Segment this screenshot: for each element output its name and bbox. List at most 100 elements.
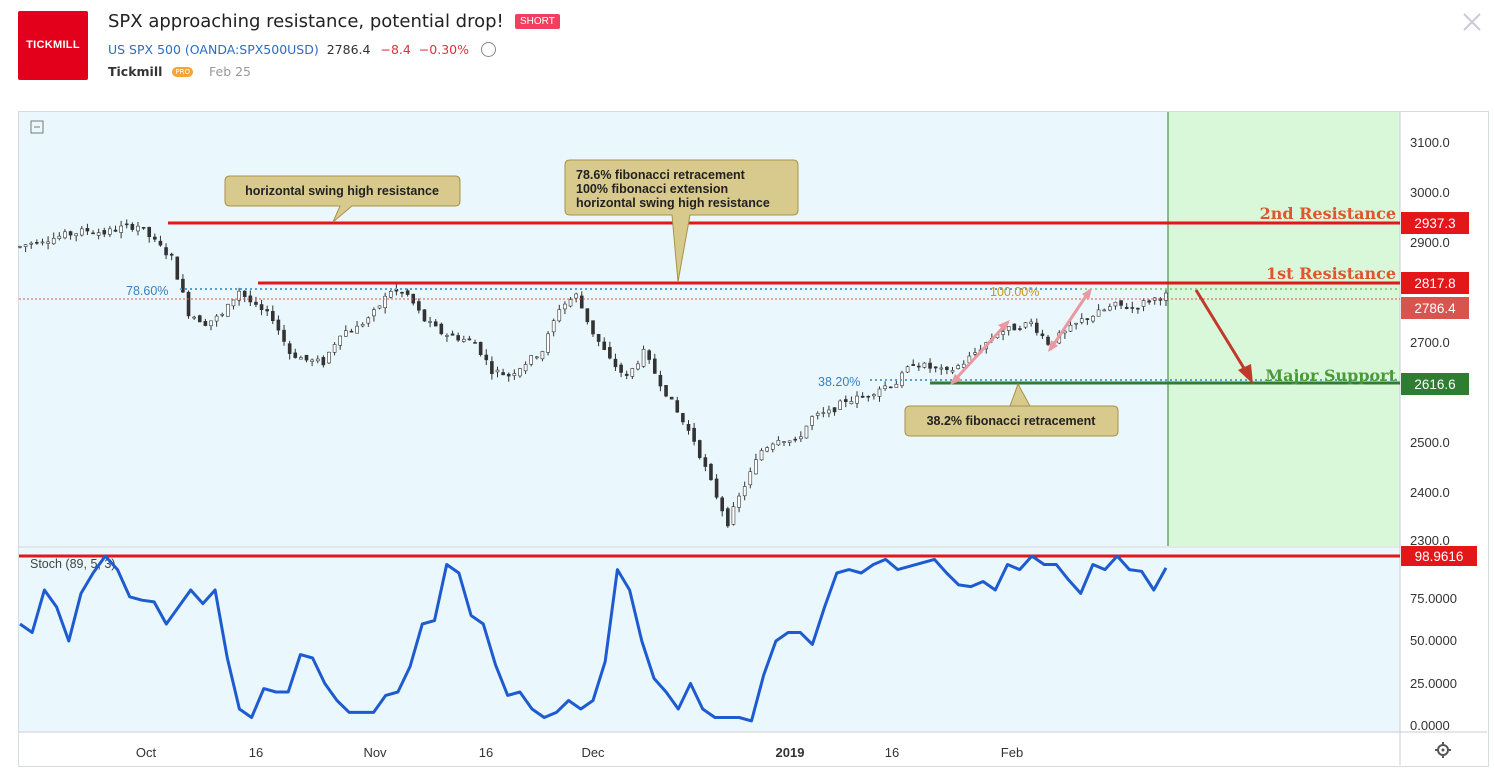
candle-body (1085, 318, 1090, 320)
candle-body (439, 323, 444, 335)
arrow-head (950, 374, 962, 385)
symbol-link[interactable]: US SPX 500 (108, 42, 181, 57)
candle-body (141, 226, 146, 229)
x-tick: Dec (581, 745, 605, 760)
candle-body (647, 350, 651, 360)
candle-body (641, 349, 646, 367)
candle-body (231, 299, 236, 307)
candle-body (282, 329, 286, 342)
logo-text: TICKMILL (26, 39, 80, 51)
candle-body (428, 321, 432, 323)
candle-body (1113, 301, 1118, 307)
candle-body (950, 370, 955, 373)
price-change-pct: −0.30% (418, 42, 469, 57)
candle-body (1102, 309, 1107, 312)
candle-body (388, 291, 393, 298)
candle-body (1141, 300, 1146, 307)
price-label-2937: 2937.3 (1401, 212, 1469, 234)
callout-line: 78.6% fibonacci retracement (576, 168, 746, 182)
callout-fib-786[interactable]: 78.6% fibonacci retracement 100% fibonacc… (564, 159, 799, 283)
candle-body (108, 228, 112, 235)
close-icon[interactable] (1460, 10, 1484, 34)
candle-body (714, 478, 719, 498)
stoch-y-tick: 0.0000 (1410, 718, 1450, 733)
candle-body (624, 373, 629, 376)
candle-body (579, 295, 584, 309)
candle-body (529, 355, 534, 365)
price-change: −8.4 (380, 42, 411, 57)
candle-body (29, 242, 34, 245)
candle-body (540, 351, 545, 360)
candle-body (63, 231, 67, 239)
time-axis-ticks: Oct 16 Nov 16 Dec 2019 16 Feb (136, 745, 1023, 760)
candle-body (315, 358, 320, 362)
callout-line: horizontal swing high resistance (576, 196, 770, 210)
candle-body (360, 323, 365, 327)
candle-body (973, 352, 977, 355)
candle-body (461, 338, 466, 342)
collapse-pane-button[interactable] (30, 120, 44, 134)
stoch-y-tick: 50.0000 (1410, 633, 1457, 648)
candle-body (46, 241, 50, 244)
candle-body (1124, 306, 1129, 309)
candle-body (866, 395, 871, 398)
candle-body (810, 416, 814, 426)
candle-body (697, 440, 702, 458)
candle-body (349, 330, 354, 333)
candle-body (304, 354, 309, 361)
candle-body (945, 366, 949, 370)
candle-body (1096, 309, 1101, 317)
candle-body (299, 357, 303, 360)
candle-body (270, 310, 275, 322)
candle-body (136, 225, 140, 232)
candle-body (770, 443, 775, 450)
candle-body (849, 401, 854, 404)
candle-body (68, 231, 73, 236)
candle-body (523, 364, 528, 372)
stoch-pane[interactable] (19, 548, 1400, 732)
candle-body (192, 316, 196, 319)
callout-text: 38.2% fibonacci retracement (927, 414, 1097, 428)
candle-body (602, 341, 607, 350)
candle-body (933, 366, 938, 369)
candle-body (1068, 324, 1073, 332)
candle-body (344, 330, 348, 337)
candle-body (1046, 336, 1050, 345)
candle-body (372, 309, 376, 317)
arrow-head (1082, 288, 1092, 300)
author-name[interactable]: Tickmill (108, 64, 163, 79)
candle-body (815, 413, 820, 416)
candle-body (181, 278, 185, 293)
y-tick: 2400.0 (1410, 485, 1450, 500)
candle-body (821, 412, 826, 414)
stoch-line (19, 554, 1168, 723)
candle-body (226, 303, 230, 317)
candle-body (153, 236, 157, 240)
price-label-text: 2937.3 (1414, 216, 1455, 231)
candle-body (742, 486, 747, 497)
candle-body (158, 240, 163, 246)
candle-body (737, 495, 741, 508)
arrow-head (1048, 340, 1058, 352)
settings-gear-icon[interactable] (1435, 742, 1451, 758)
y-tick: 2300.0 (1410, 533, 1450, 548)
candle-body (96, 232, 101, 236)
candle-body (113, 229, 118, 232)
major-support-text: Major Support (1265, 366, 1396, 385)
candle-body (400, 291, 404, 294)
price-label-text: 2616.6 (1414, 377, 1455, 392)
candle-body (186, 291, 191, 317)
candle-body (664, 384, 668, 397)
candle-body (265, 309, 269, 312)
callout-swing-high[interactable]: horizontal swing high resistance (224, 175, 461, 223)
candle-body (585, 308, 590, 323)
candle-body (85, 228, 90, 232)
price-axis-ticks: 3100.0 3000.0 2900.0 2700.0 2500.0 2400.… (1410, 135, 1450, 548)
publish-date: Feb 25 (209, 64, 252, 79)
candle-body (102, 230, 107, 235)
callout-fib-382[interactable]: 38.2% fibonacci retracement (904, 382, 1119, 437)
alarm-clock-icon[interactable] (480, 42, 496, 57)
candle-body (731, 506, 736, 525)
exchange-link[interactable]: (OANDA:SPX500USD) (184, 42, 319, 57)
